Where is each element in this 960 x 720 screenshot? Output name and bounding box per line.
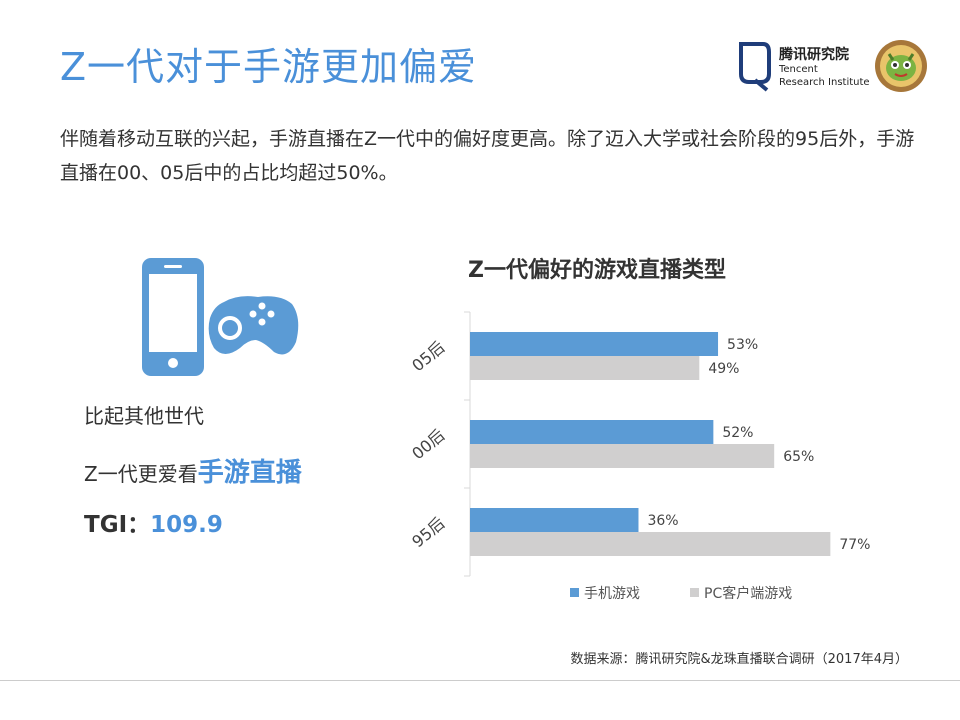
bar-mobile <box>470 332 719 356</box>
category-label: 00后 <box>408 425 448 463</box>
tencent-research-logo: 腾讯研究院 Tencent Research Institute <box>733 38 933 94</box>
bar-mobile <box>470 420 714 444</box>
footer-divider <box>0 680 960 681</box>
bar-pc <box>470 532 831 556</box>
bar-mobile <box>470 508 639 532</box>
data-label: 77% <box>839 537 870 553</box>
tgi-stat: TGI：109.9 <box>84 505 223 539</box>
data-label: 49% <box>708 361 739 377</box>
dragon-mascot-icon <box>875 40 927 92</box>
logo-en-line2: Research Institute <box>779 77 870 88</box>
legend-label: PC客户端游戏 <box>704 585 792 602</box>
data-label: 53% <box>727 337 758 353</box>
stat-compare-text: 比起其他世代 <box>84 404 204 428</box>
data-source-note: 数据来源：腾讯研究院&龙珠直播联合调研（2017年4月） <box>570 652 909 667</box>
stat-preference-text: Z一代更爱看手游直播 <box>84 452 302 489</box>
category-label: 05后 <box>408 337 448 375</box>
bar-pc <box>470 444 775 468</box>
category-label: 95后 <box>408 513 448 551</box>
stat-preference-highlight: 手游直播 <box>197 458 302 488</box>
game-stream-bar-chart: 05后 53% 49% 00后 52% 65% 95后 36% 77% 手机游戏 PC客户端游戏 <box>408 311 870 602</box>
logo-cn-text: 腾讯研究院 <box>779 47 849 63</box>
stat-preference-prefix: Z一代更爱看 <box>84 462 198 486</box>
tgi-label: TGI： <box>84 512 151 538</box>
legend-swatch <box>690 588 699 597</box>
data-label: 65% <box>783 449 814 465</box>
chart-title: Z一代偏好的游戏直播类型 <box>468 258 726 283</box>
data-label: 52% <box>722 425 753 441</box>
tencent-logo-icon <box>739 42 771 92</box>
legend-label: 手机游戏 <box>584 586 640 602</box>
page-title: Z一代对于手游更加偏爱 <box>60 45 478 89</box>
legend-swatch <box>570 588 579 597</box>
tgi-value: 109.9 <box>150 512 223 538</box>
intro-paragraph: 伴随着移动互联的兴起，手游直播在Z一代中的偏好度更高。除了迈入大学或社会阶段的9… <box>60 128 915 184</box>
logo-en-line1: Tencent <box>779 64 818 75</box>
bar-pc <box>470 356 700 380</box>
phone-gamepad-icon <box>142 258 299 376</box>
data-label: 36% <box>647 513 678 529</box>
